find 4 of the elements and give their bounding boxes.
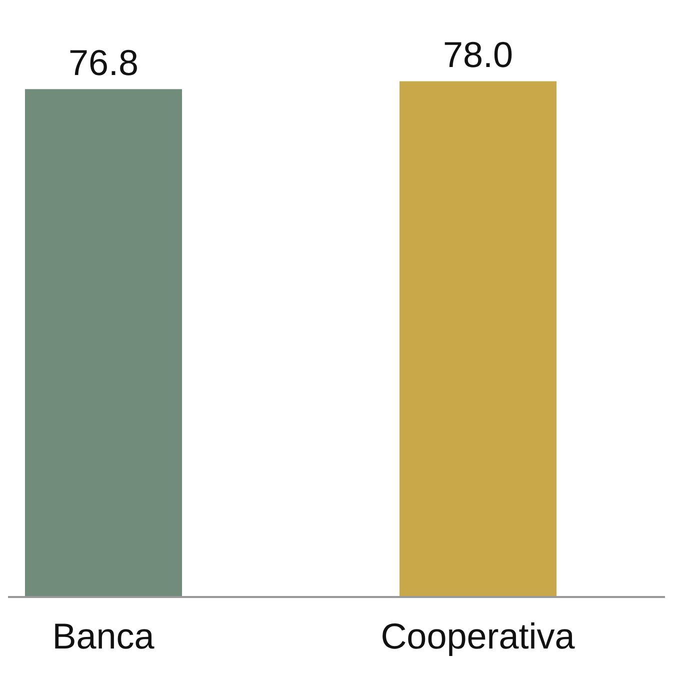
x-tick-label: Cooperativa <box>380 616 576 657</box>
x-tick-label: Banca <box>52 616 156 657</box>
data-label: 78.0 <box>442 34 514 76</box>
data-label: 76.8 <box>68 42 139 84</box>
